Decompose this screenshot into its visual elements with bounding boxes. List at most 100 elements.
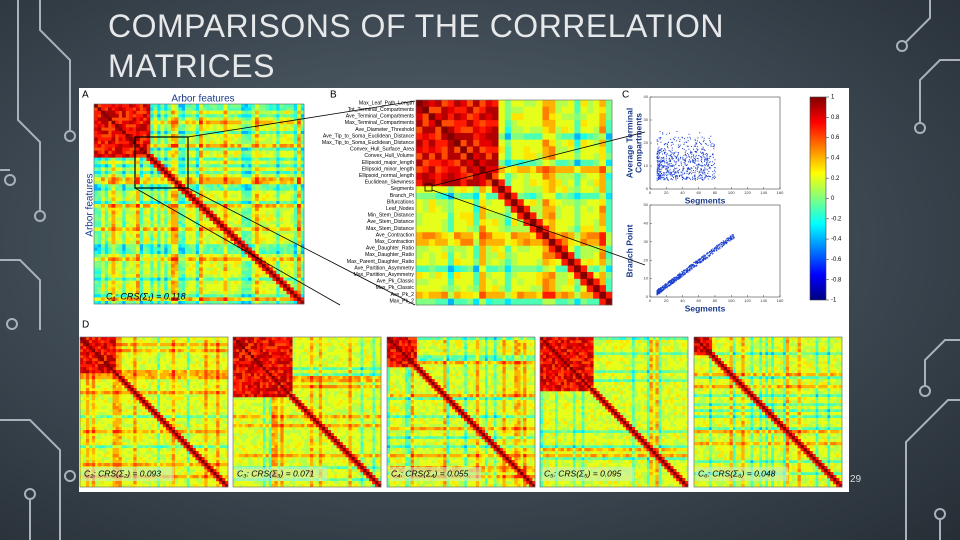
caption: C₆: CRS(Σ₆) = 0.048 <box>698 468 776 478</box>
circuit-node <box>34 210 46 222</box>
feature-label: Ave_Tip_to_Soma_Euclidean_Distance <box>323 133 414 139</box>
feature-label: Branch_Pt <box>390 193 415 199</box>
tick-label: 40 <box>680 298 685 303</box>
feature-label: Ave_Pk_Classic <box>377 279 415 285</box>
slide-title: COMPARISONS OF THE CORRELATION MATRICES <box>108 8 724 84</box>
tick-label: 100 <box>728 298 735 303</box>
colorbar-tick-label: -0.6 <box>831 257 842 263</box>
heatmap-cells <box>542 340 686 485</box>
tick-label: 40 <box>680 190 685 195</box>
tick-label: 80 <box>713 190 718 195</box>
heatmap-cells <box>80 337 220 479</box>
zoom-connector <box>187 187 416 306</box>
heatmap-cells <box>101 110 301 301</box>
colorbar-tick-label: 0.8 <box>831 115 840 121</box>
feature-label: Max_Pk_Classic <box>376 285 415 291</box>
scatter-points <box>656 130 716 181</box>
heatmap-cells <box>416 100 613 306</box>
circuit-node <box>914 122 926 134</box>
heatmap-cells <box>235 340 382 488</box>
tick-label: 140 <box>760 298 767 303</box>
circuit-line <box>17 0 41 210</box>
feature-label: Min_Stem_Distance <box>368 213 415 219</box>
axis-label: Arbor features <box>171 94 234 105</box>
caption: C₃: CRS(Σ₃) = 0.071 <box>237 468 315 478</box>
zoom-box <box>134 136 189 189</box>
heatmap-cells <box>416 100 606 299</box>
axis-label: Average Terminal <box>624 108 634 178</box>
caption-bg <box>235 467 327 481</box>
colorbar-tick-label: 0 <box>831 196 835 202</box>
tick-label: 80 <box>713 298 718 303</box>
tick-label: 0 <box>649 298 652 303</box>
feature-label: Bifurcations <box>387 199 415 205</box>
axis-label: Compartments <box>633 113 643 173</box>
circuit-line <box>0 259 41 330</box>
feature-label: Leaf_Nodes <box>386 206 414 212</box>
heatmap-cells <box>416 100 613 306</box>
tick-label: 10 <box>644 163 649 168</box>
heatmap-cells <box>694 337 843 488</box>
caption-bg <box>696 467 788 481</box>
colorbar-tick-label: 0.4 <box>831 155 840 161</box>
feature-label: Euclidean_Skewness <box>365 180 415 186</box>
feature-label: Max_Tip_to_Soma_Euclidean_Distance <box>322 140 414 146</box>
heatmap-cells <box>233 337 382 488</box>
heatmap-cells <box>694 337 840 485</box>
feature-label: Convex_Hull_Volume <box>364 153 414 159</box>
feature-label: Max_Leaf_Path_Length <box>359 100 414 106</box>
circuit-node <box>919 385 931 397</box>
feature-label: Ave_Pk_2 <box>390 292 414 298</box>
heatmap-cells <box>387 337 536 488</box>
panel-label: B <box>330 90 337 101</box>
zoom-connector <box>134 187 341 306</box>
tick-label: 20 <box>664 190 669 195</box>
feature-label: Convex_Hull_Surface_Area <box>350 147 414 153</box>
caption: C₂: CRS(Σ₂) = 0.093 <box>84 468 161 478</box>
heatmap-cells <box>80 337 229 488</box>
tick-label: 60 <box>697 298 702 303</box>
zoom-connector <box>187 100 416 138</box>
figure: A B C D Arbor features Arbor features C₁: CRS(… <box>79 90 843 488</box>
tick-label: 20 <box>644 140 649 145</box>
tick-label: 30 <box>644 239 649 244</box>
feature-label: Max_Stem_Distance <box>366 226 414 232</box>
heatmap-cells <box>416 100 499 187</box>
heatmap-cells <box>694 337 843 488</box>
tick-label: 0 <box>646 294 649 299</box>
axis-label: Branch Point <box>624 224 634 277</box>
caption: C₅: CRS(Σ₅) = 0.095 <box>544 468 622 478</box>
heatmap-border <box>539 336 689 488</box>
tick-label: 0 <box>646 186 649 191</box>
colorbar-tick-label: 1 <box>831 95 835 101</box>
feature-label: Max_Pk_2 <box>389 298 414 304</box>
colorbar-tick-label: -1 <box>831 298 837 304</box>
zoom-connector <box>431 131 646 187</box>
heatmap-border <box>415 99 613 306</box>
feature-label: Tot_Terminal_Compartments <box>348 107 415 113</box>
feature-label: Ellipsoid_major_length <box>362 160 414 166</box>
heatmap-cells <box>416 100 499 187</box>
heatmap-cells <box>387 337 536 488</box>
tick-label: 60 <box>697 190 702 195</box>
heatmap-cells <box>94 104 305 305</box>
feature-label: Max_Parent_Daughter_Ratio <box>347 259 414 265</box>
tick-label: 50 <box>644 202 649 207</box>
zoom-connector <box>431 189 646 266</box>
feature-label: Max_Daughter_Ratio <box>365 252 414 258</box>
tick-label: 30 <box>644 117 649 122</box>
feature-label: Ave_Stem_Distance <box>367 219 414 225</box>
panel-label: D <box>82 320 89 331</box>
feature-label: Max_Contraction <box>375 239 414 245</box>
scatter-points <box>656 234 735 296</box>
page-number: 29 <box>850 474 862 485</box>
axis-label: Segments <box>685 195 726 205</box>
circuit-node <box>4 174 16 186</box>
caption-bg <box>389 467 481 481</box>
tick-label: 0 <box>649 190 652 195</box>
colorbar-tick-label: -0.4 <box>831 237 842 243</box>
circuit-line <box>39 0 71 130</box>
heatmap-border <box>693 336 843 488</box>
